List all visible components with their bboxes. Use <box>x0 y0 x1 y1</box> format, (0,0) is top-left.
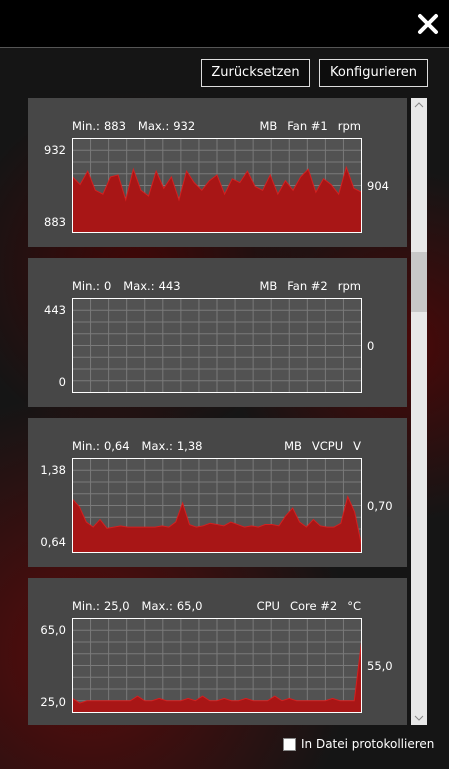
scrollbar[interactable] <box>411 98 427 725</box>
y-max-label: 932 <box>44 143 66 157</box>
log-option[interactable]: In Datei protokollieren <box>283 737 434 751</box>
sensor-panel: Min.: 0 Max.: 443 MB Fan #2 rpm 443 0 0 <box>28 258 407 407</box>
sensor-graph <box>72 138 362 233</box>
y-max-label: 443 <box>44 303 66 317</box>
current-value: 0 <box>367 339 375 353</box>
spacer <box>199 119 255 133</box>
sensor-list: Min.: 883 Max.: 932 MB Fan #1 rpm 932 883 904 Min.… <box>28 98 408 725</box>
max-caption: Max.: <box>137 119 170 133</box>
plot-border <box>72 298 362 393</box>
max-value: 443 <box>158 279 181 293</box>
value-area <box>72 165 362 233</box>
max-value: 932 <box>173 119 196 133</box>
max-caption: Max.: <box>141 439 173 453</box>
min-caption: Min.: <box>72 279 100 293</box>
sensor-name: VCPU <box>311 439 344 453</box>
spacer <box>206 599 252 613</box>
sensor-source: MB <box>284 439 302 453</box>
current-value: 0,70 <box>367 499 393 513</box>
min-value: 0 <box>103 279 112 293</box>
min-caption: Min.: <box>72 119 100 133</box>
min-value: 883 <box>103 119 126 133</box>
panel-header: Min.: 883 Max.: 932 MB Fan #1 rpm <box>72 119 361 133</box>
checkbox[interactable] <box>283 737 296 751</box>
configure-button[interactable]: Konfigurieren <box>319 59 428 87</box>
spacer <box>185 279 256 293</box>
max-value: 1,38 <box>176 439 203 453</box>
y-max-label: 65,0 <box>40 623 66 637</box>
sensor-panel: Min.: 25,0 Max.: 65,0 CPU Core #2 °C 65,0 25,0 55… <box>28 578 407 725</box>
min-value: 25,0 <box>103 599 130 613</box>
sensor-source: MB <box>259 279 278 293</box>
panel-header: Min.: 0,64 Max.: 1,38 MB VCPU V <box>72 439 361 453</box>
y-min-label: 883 <box>44 215 66 229</box>
plot-border <box>72 618 362 713</box>
sensor-name: Core #2 <box>289 599 338 613</box>
close-button[interactable] <box>416 12 440 36</box>
max-value: 65,0 <box>176 599 203 613</box>
panel-header: Min.: 0 Max.: 443 MB Fan #2 rpm <box>72 279 361 293</box>
sensor-source: CPU <box>256 599 280 613</box>
sensor-graph <box>72 458 362 553</box>
value-area <box>72 641 362 713</box>
sensor-panel: Min.: 0,64 Max.: 1,38 MB VCPU V 1,38 0,64 0,70 <box>28 418 407 567</box>
reset-button[interactable]: Zurücksetzen <box>201 59 310 87</box>
sensor-unit: V <box>353 439 361 453</box>
sensor-panel: Min.: 883 Max.: 932 MB Fan #1 rpm 932 883 904 <box>28 98 407 247</box>
y-max-label: 1,38 <box>40 463 66 477</box>
y-min-label: 25,0 <box>40 695 66 709</box>
y-min-label: 0,64 <box>40 535 66 549</box>
panel-header: Min.: 25,0 Max.: 65,0 CPU Core #2 °C <box>72 599 361 613</box>
plot-border <box>72 458 362 553</box>
sensor-unit: rpm <box>337 119 361 133</box>
sensor-unit: rpm <box>337 279 361 293</box>
min-caption: Min.: <box>72 439 100 453</box>
y-min-label: 0 <box>58 375 66 389</box>
value-area <box>72 495 362 553</box>
scroll-thumb[interactable] <box>411 252 427 312</box>
current-value: 904 <box>367 179 389 193</box>
sensor-source: MB <box>259 119 278 133</box>
min-value: 0,64 <box>103 439 130 453</box>
max-caption: Max.: <box>123 279 155 293</box>
sensor-graph <box>72 618 362 713</box>
max-caption: Max.: <box>141 599 173 613</box>
min-caption: Min.: <box>72 599 100 613</box>
plot-border <box>72 138 362 233</box>
spacer <box>206 439 280 453</box>
scroll-arrows <box>414 102 424 721</box>
checkbox-label: In Datei protokollieren <box>301 737 435 751</box>
sensor-graph <box>72 298 362 393</box>
sensor-unit: °C <box>347 599 361 613</box>
sensor-name: Fan #1 <box>287 119 328 133</box>
title-bar <box>0 0 449 48</box>
current-value: 55,0 <box>367 659 393 673</box>
sensor-name: Fan #2 <box>287 279 328 293</box>
